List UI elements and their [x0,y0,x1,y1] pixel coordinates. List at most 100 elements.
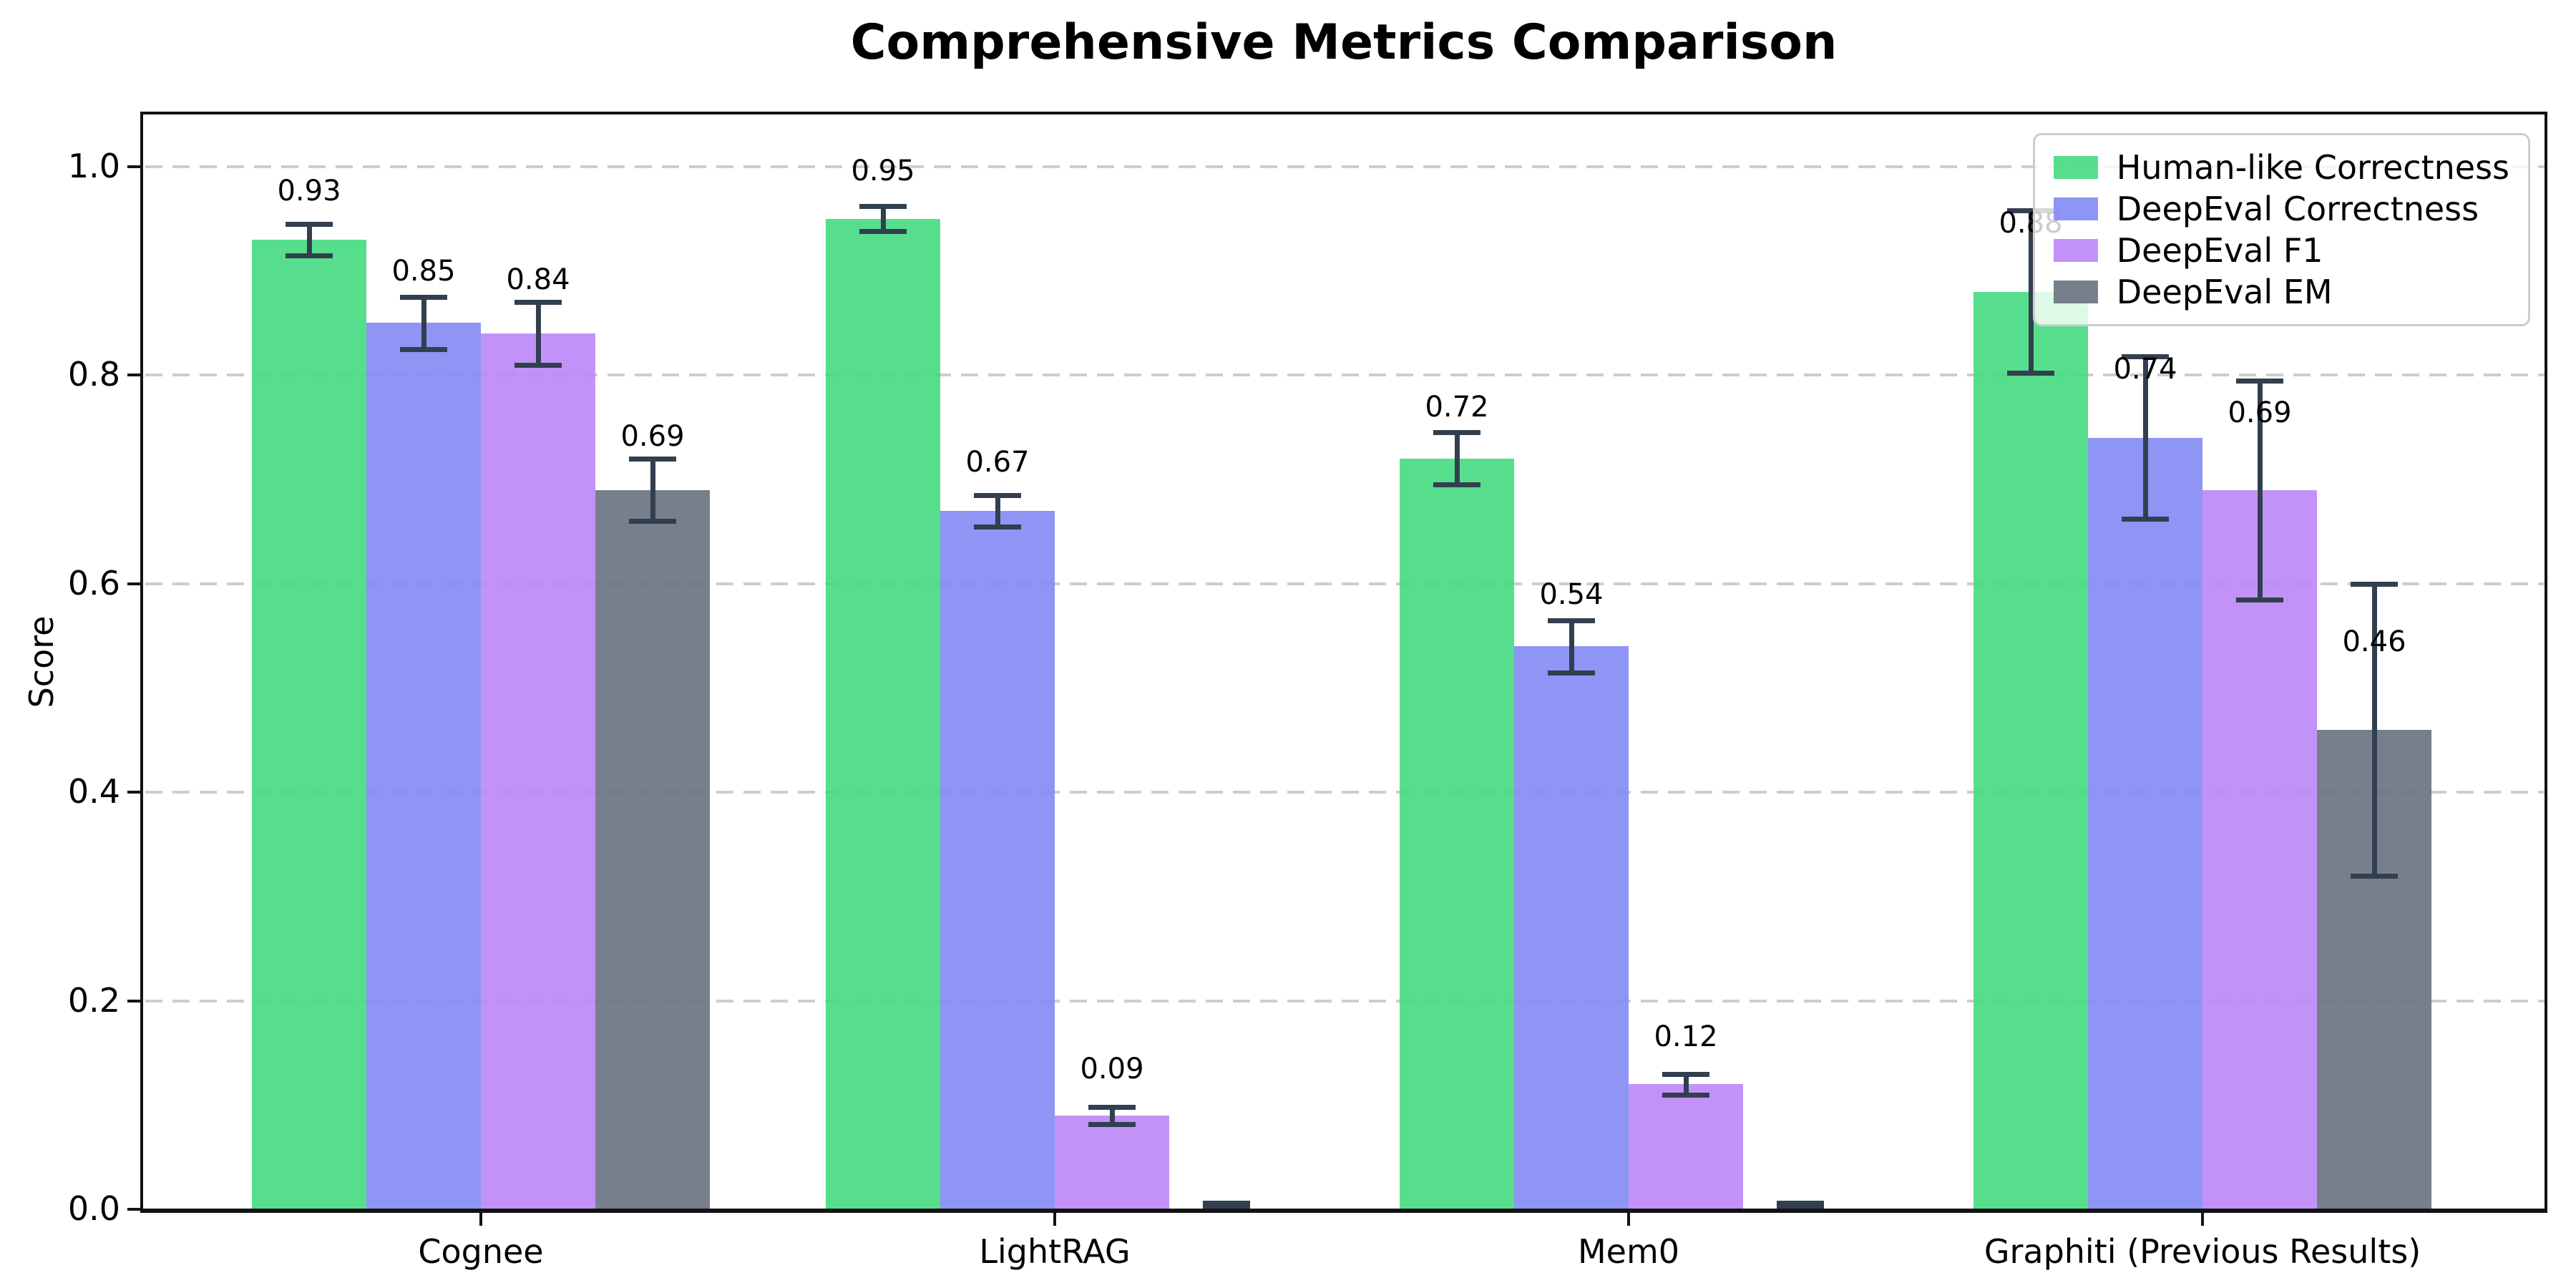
error-cap-top [1203,1201,1250,1206]
error-bar [995,494,1000,527]
chart-title: Comprehensive Metrics Comparison [850,14,1838,71]
legend-swatch-icon [2053,197,2098,220]
legend-swatch-icon [2053,156,2098,179]
gridline [145,791,2545,794]
error-cap-bottom [1433,482,1480,488]
bar-value-label: 0.54 [1539,577,1604,611]
bar-Graphiti (Previous Results)-2 [2202,489,2317,1209]
error-bar [2257,380,2263,600]
y-tick-label: 0.2 [67,980,120,1020]
error-cap-bottom [1088,1121,1136,1127]
error-cap-top [400,295,447,300]
y-tick-mark [127,999,140,1002]
bar-value-label: 0.69 [620,420,685,454]
bar-value-label: 0.74 [2113,353,2177,386]
error-cap-top [859,204,907,210]
error-cap-bottom [1777,1204,1824,1209]
error-cap-bottom [2236,597,2283,602]
legend: Human-like Correctness DeepEval Correctne… [2032,133,2530,326]
error-cap-top [2351,581,2398,587]
error-bar [421,297,426,349]
bar-value-label: 0.46 [2342,625,2406,659]
x-tick-mark [1627,1211,1630,1226]
error-cap-bottom [2351,873,2398,879]
error-bar [1683,1073,1689,1095]
error-bar [1109,1107,1115,1124]
bar-Mem0-0 [1400,458,1514,1209]
x-tick-label-0: Cognee [418,1232,544,1271]
x-tick-label-1: LightRAG [979,1232,1131,1271]
error-cap-top [1662,1071,1709,1077]
x-tick-mark [479,1211,482,1226]
bar-value-label: 0.09 [1080,1052,1144,1085]
error-cap-top [1088,1105,1136,1111]
error-cap-bottom [859,229,907,235]
legend-item: DeepEval F1 [2053,230,2509,271]
legend-swatch-icon [2053,280,2098,303]
legend-item: DeepEval Correctness [2053,188,2509,230]
bar-value-label: 0.69 [2228,396,2292,430]
bar-value-label: 0.93 [277,174,341,208]
error-cap-bottom [1662,1092,1709,1098]
error-cap-bottom [514,362,562,368]
error-bar [306,224,312,255]
y-axis-label: Score [22,615,61,708]
gridline [145,374,2545,377]
error-cap-top [2236,378,2283,384]
error-cap-bottom [2122,517,2169,522]
y-tick-label: 0.0 [67,1189,120,1228]
bar-Cognee-2 [481,333,595,1209]
y-tick-mark [127,1208,140,1211]
error-bar [2142,356,2148,519]
error-cap-top [2122,354,2169,360]
error-cap-bottom [974,524,1021,530]
axis-spine-bottom [140,1209,2547,1213]
bar-value-label: 0.72 [1425,390,1489,424]
error-bar [2028,210,2034,374]
error-bar [535,302,541,365]
bar-LightRAG-2 [1055,1115,1169,1209]
error-cap-bottom [286,253,333,258]
error-cap-bottom [1203,1204,1250,1209]
axis-spine-left [140,112,143,1213]
bar-Cognee-0 [252,239,366,1209]
error-cap-bottom [400,346,447,352]
error-cap-top [629,456,676,462]
y-tick-mark [127,791,140,794]
error-bar [1454,432,1460,485]
bar-Cognee-1 [366,323,481,1209]
bar-Graphiti (Previous Results)-0 [1974,291,2088,1209]
error-cap-top [514,300,562,306]
bar-Mem0-2 [1629,1084,1743,1209]
axis-spine-right [2545,112,2547,1213]
bar-value-label: 0.85 [391,255,456,288]
x-tick-mark [2201,1211,2204,1226]
error-cap-bottom [1548,670,1595,675]
error-cap-top [286,222,333,227]
legend-label: DeepEval Correctness [2116,190,2479,228]
error-cap-top [1548,618,1595,623]
x-tick-label-2: Mem0 [1577,1232,1680,1271]
error-bar [880,206,886,232]
legend-label: DeepEval F1 [2116,231,2323,270]
y-tick-label: 0.8 [67,355,120,394]
bar-value-label: 0.12 [1654,1020,1718,1054]
y-tick-mark [127,582,140,585]
error-cap-bottom [629,519,676,525]
legend-item: DeepEval EM [2053,271,2509,313]
legend-label: DeepEval EM [2116,273,2333,311]
y-tick-mark [127,165,140,168]
legend-label: Human-like Correctness [2116,148,2509,187]
bar-value-label: 0.67 [965,445,1030,479]
error-bar [2371,583,2377,876]
legend-swatch-icon [2053,239,2098,262]
gridline [145,999,2545,1002]
error-cap-top [974,492,1021,498]
bar-LightRAG-1 [940,510,1055,1209]
bar-value-label: 0.84 [506,263,570,297]
error-bar [650,458,655,522]
y-tick-label: 1.0 [67,146,120,185]
error-cap-top [1433,430,1480,436]
bar-Cognee-3 [595,489,710,1209]
